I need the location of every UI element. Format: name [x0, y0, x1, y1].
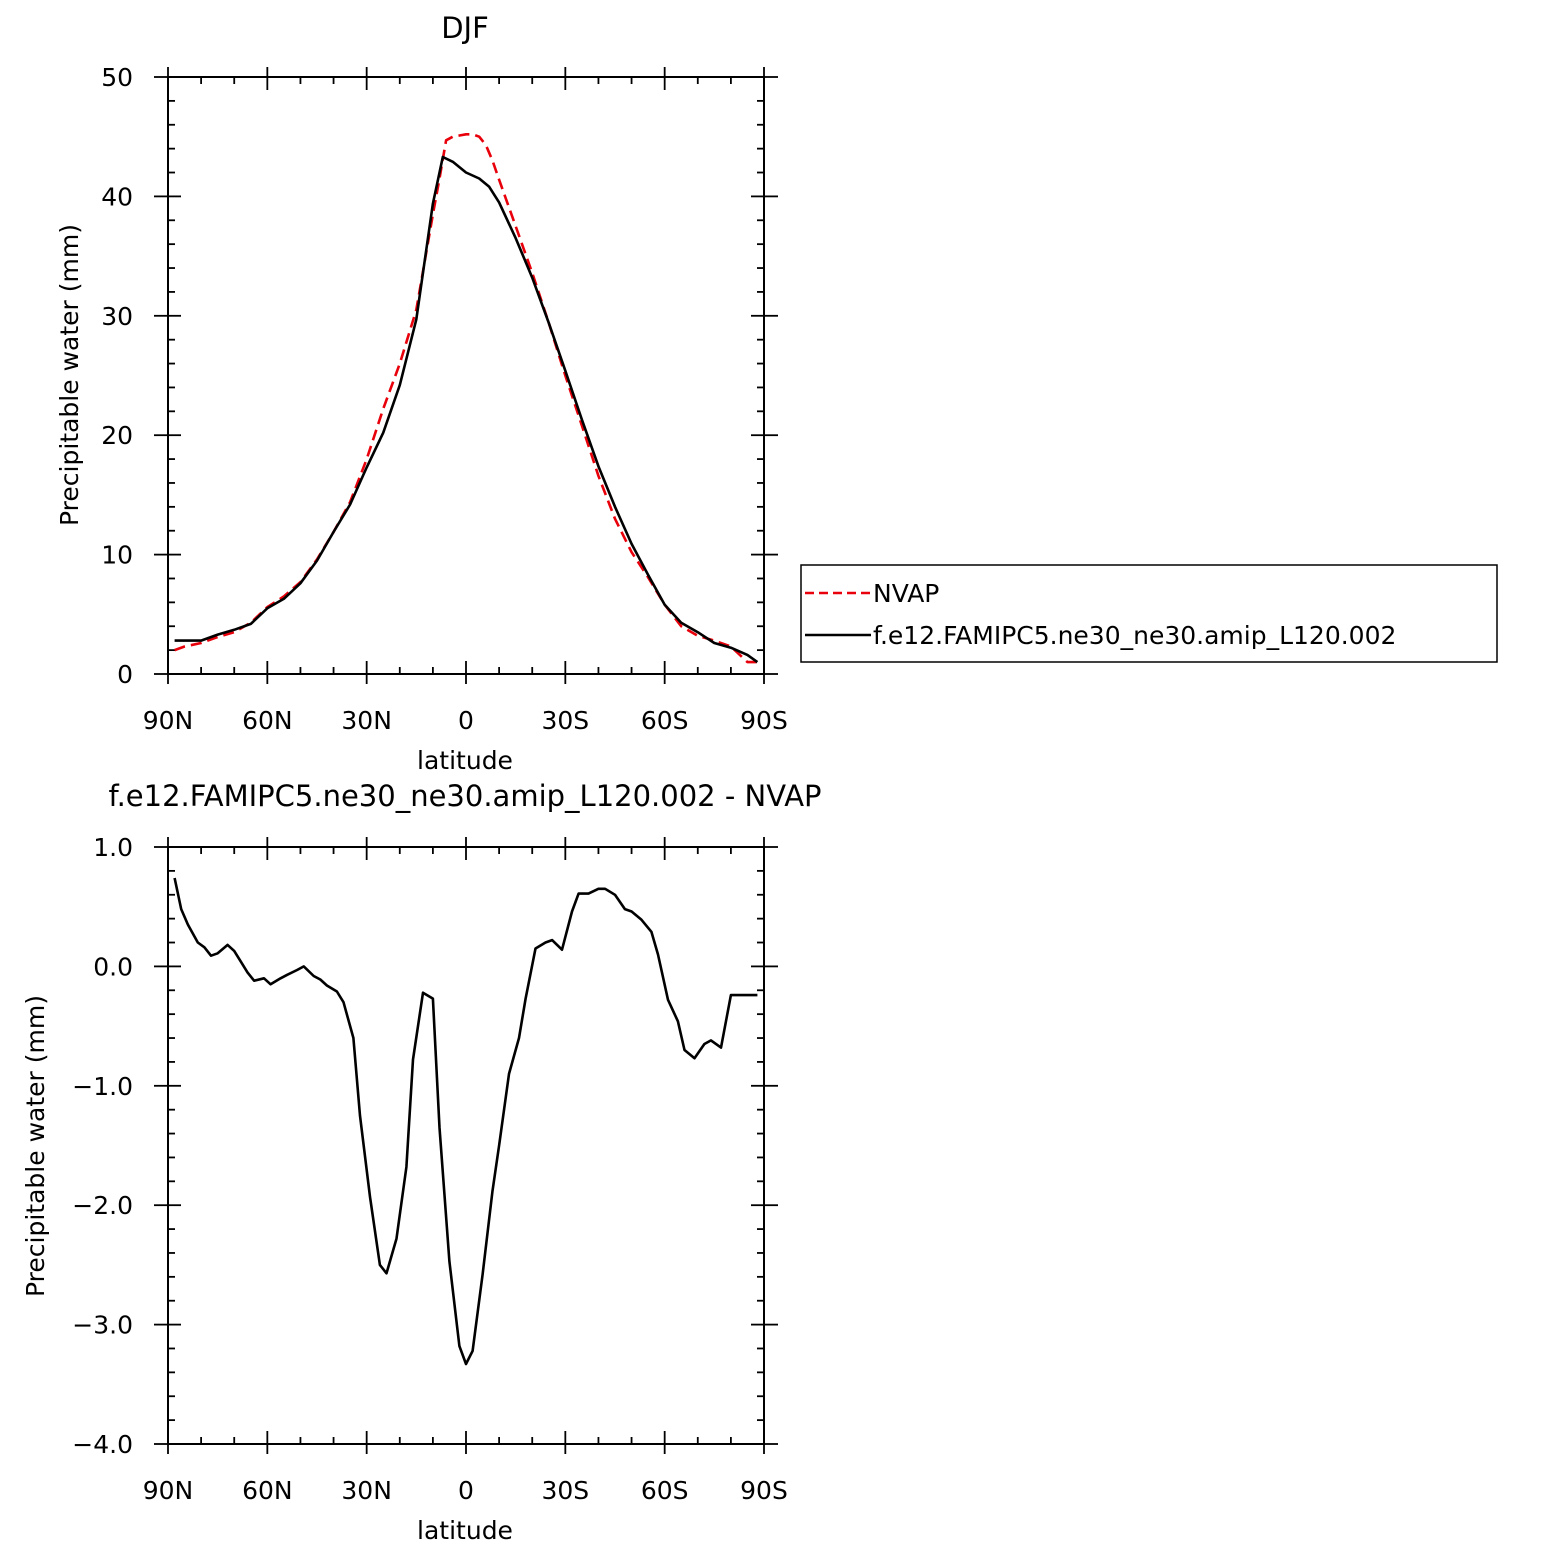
bottom-panel: f.e12.FAMIPC5.ne30_ne30.amip_L120.002 - …	[21, 779, 822, 1545]
y-tick-label: 20	[101, 421, 133, 450]
top-panel: DJF 90N 60N 30N 0 30S 60S 90S 0 10 20 30 40 50 latit…	[55, 11, 1498, 775]
x-tick-label: 30S	[541, 1476, 589, 1505]
model-series-line	[174, 155, 759, 664]
x-tick-label: 30S	[541, 706, 589, 735]
x-tick-label: 0	[458, 1476, 474, 1505]
x-tick-label: 60S	[641, 706, 689, 735]
top-y-axis-label: Precipitable water (mm)	[55, 224, 84, 526]
x-tick-label: 90N	[143, 1476, 194, 1505]
bottom-tick-labels: 90N 60N 30N 0 30S 60S 90S 1.0 0.0 −1.0 −2.0 −3.0 −4.…	[72, 833, 788, 1505]
y-tick-label: −2.0	[72, 1191, 133, 1220]
top-series-lines	[174, 133, 759, 664]
x-tick-label: 60N	[242, 1476, 293, 1505]
x-tick-label: 60S	[641, 1476, 689, 1505]
x-tick-label: 0	[458, 706, 474, 735]
nvap-series-line	[174, 133, 758, 664]
bottom-plot-frame	[167, 846, 765, 1445]
top-tick-labels: 90N 60N 30N 0 30S 60S 90S 0 10 20 30 40 50	[101, 63, 788, 735]
x-tick-label: 60N	[242, 706, 293, 735]
x-tick-label: 30N	[341, 706, 392, 735]
x-tick-label: 90N	[143, 706, 194, 735]
y-tick-label: 0.0	[93, 952, 133, 981]
legend-box	[800, 564, 1498, 663]
y-tick-label: −4.0	[72, 1430, 133, 1459]
y-tick-label: 1.0	[93, 833, 133, 862]
top-plot-frame	[167, 76, 765, 675]
y-tick-label: −3.0	[72, 1311, 133, 1340]
y-tick-label: 10	[101, 541, 133, 570]
x-tick-label: 90S	[740, 1476, 788, 1505]
legend: NVAP f.e12.FAMIPC5.ne30_ne30.amip_L120.0…	[800, 564, 1498, 663]
top-ticks	[154, 67, 778, 684]
y-tick-label: −1.0	[72, 1072, 133, 1101]
legend-label-nvap: NVAP	[873, 579, 939, 608]
top-chart-title: DJF	[441, 11, 489, 45]
legend-label-model: f.e12.FAMIPC5.ne30_ne30.amip_L120.002	[873, 621, 1396, 650]
y-tick-label: 30	[101, 302, 133, 331]
bottom-x-axis-label: latitude	[417, 1516, 513, 1545]
x-tick-label: 30N	[341, 1476, 392, 1505]
bottom-y-axis-label: Precipitable water (mm)	[21, 995, 50, 1297]
x-tick-label: 90S	[740, 706, 788, 735]
y-tick-label: 40	[101, 182, 133, 211]
bottom-series-lines	[173, 877, 758, 1366]
y-tick-label: 50	[101, 63, 133, 92]
bottom-chart-title: f.e12.FAMIPC5.ne30_ne30.amip_L120.002 - …	[108, 779, 821, 813]
difference-series-line	[173, 877, 758, 1366]
top-x-axis-label: latitude	[417, 746, 513, 775]
y-tick-label: 0	[117, 660, 133, 689]
